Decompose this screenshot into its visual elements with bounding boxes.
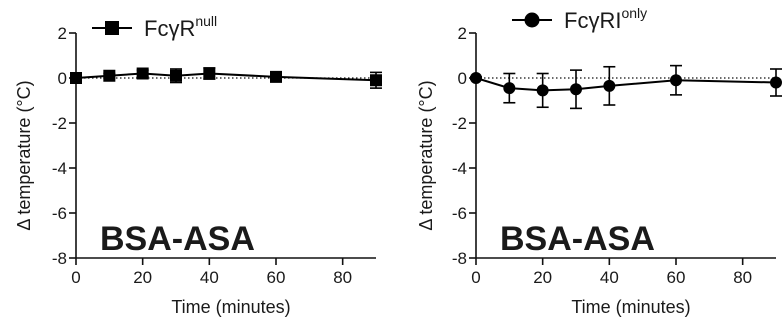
y-axis-title: Δ temperature (°C) [416, 80, 436, 230]
x-tick-label: 20 [133, 268, 152, 287]
legend-label: FcγRIonly [564, 5, 647, 33]
x-axis-title: Time (minutes) [171, 297, 290, 317]
y-tick-label: 2 [458, 24, 467, 43]
data-point-square [136, 67, 149, 80]
data-point-circle [570, 83, 582, 96]
y-tick-label: 2 [58, 24, 67, 43]
x-axis-title: Time (minutes) [571, 297, 690, 317]
legend: FcγRnull [92, 13, 217, 41]
y-axis-title: Δ temperature (°C) [14, 80, 34, 230]
y-tick-label: -4 [52, 159, 67, 178]
y-tick-label: -8 [52, 249, 67, 268]
y-tick-label: -6 [452, 204, 467, 223]
x-tick-label: 40 [600, 268, 619, 287]
y-tick-label: -6 [52, 204, 67, 223]
series-line [475, 77, 777, 92]
x-tick-label: 20 [533, 268, 552, 287]
data-point-square [103, 69, 116, 82]
data-point-circle [470, 72, 482, 84]
annotation-label: BSA-ASA [100, 220, 255, 258]
legend-marker-circle [524, 12, 540, 28]
y-tick-label: -2 [452, 114, 467, 133]
data-point-square [370, 74, 382, 87]
y-tick-label: 0 [58, 69, 67, 88]
data-point-square [170, 69, 182, 82]
series-line [75, 72, 377, 82]
data-point-circle [536, 84, 549, 97]
annotation-label: BSA-ASA [500, 220, 655, 258]
legend-label-superscript: null [195, 13, 217, 29]
x-tick-label: 0 [71, 268, 80, 287]
y-tick-label: 0 [458, 69, 467, 88]
data-point-square [70, 72, 82, 84]
y-tick-label: -4 [452, 159, 467, 178]
legend-label-superscript: only [621, 5, 647, 21]
x-tick-label: 80 [333, 268, 352, 287]
legend: FcγRIonly [512, 5, 647, 33]
data-point-circle [670, 74, 682, 87]
y-tick-label: -2 [52, 114, 67, 133]
legend-label-main: FcγR [144, 16, 195, 41]
data-point-circle [503, 82, 516, 95]
x-tick-label: 40 [200, 268, 219, 287]
x-tick-label: 80 [733, 268, 752, 287]
y-tick-label: -8 [452, 249, 467, 268]
legend-label-main: FcγRI [564, 8, 621, 33]
legend-label: FcγRnull [144, 13, 217, 41]
data-point-circle [770, 76, 782, 89]
data-point-square [203, 67, 216, 80]
data-point-circle [603, 79, 616, 92]
data-point-square [270, 70, 282, 83]
x-tick-label: 60 [267, 268, 286, 287]
legend-marker-square [105, 21, 119, 35]
x-tick-label: 60 [667, 268, 686, 287]
x-tick-label: 0 [471, 268, 480, 287]
